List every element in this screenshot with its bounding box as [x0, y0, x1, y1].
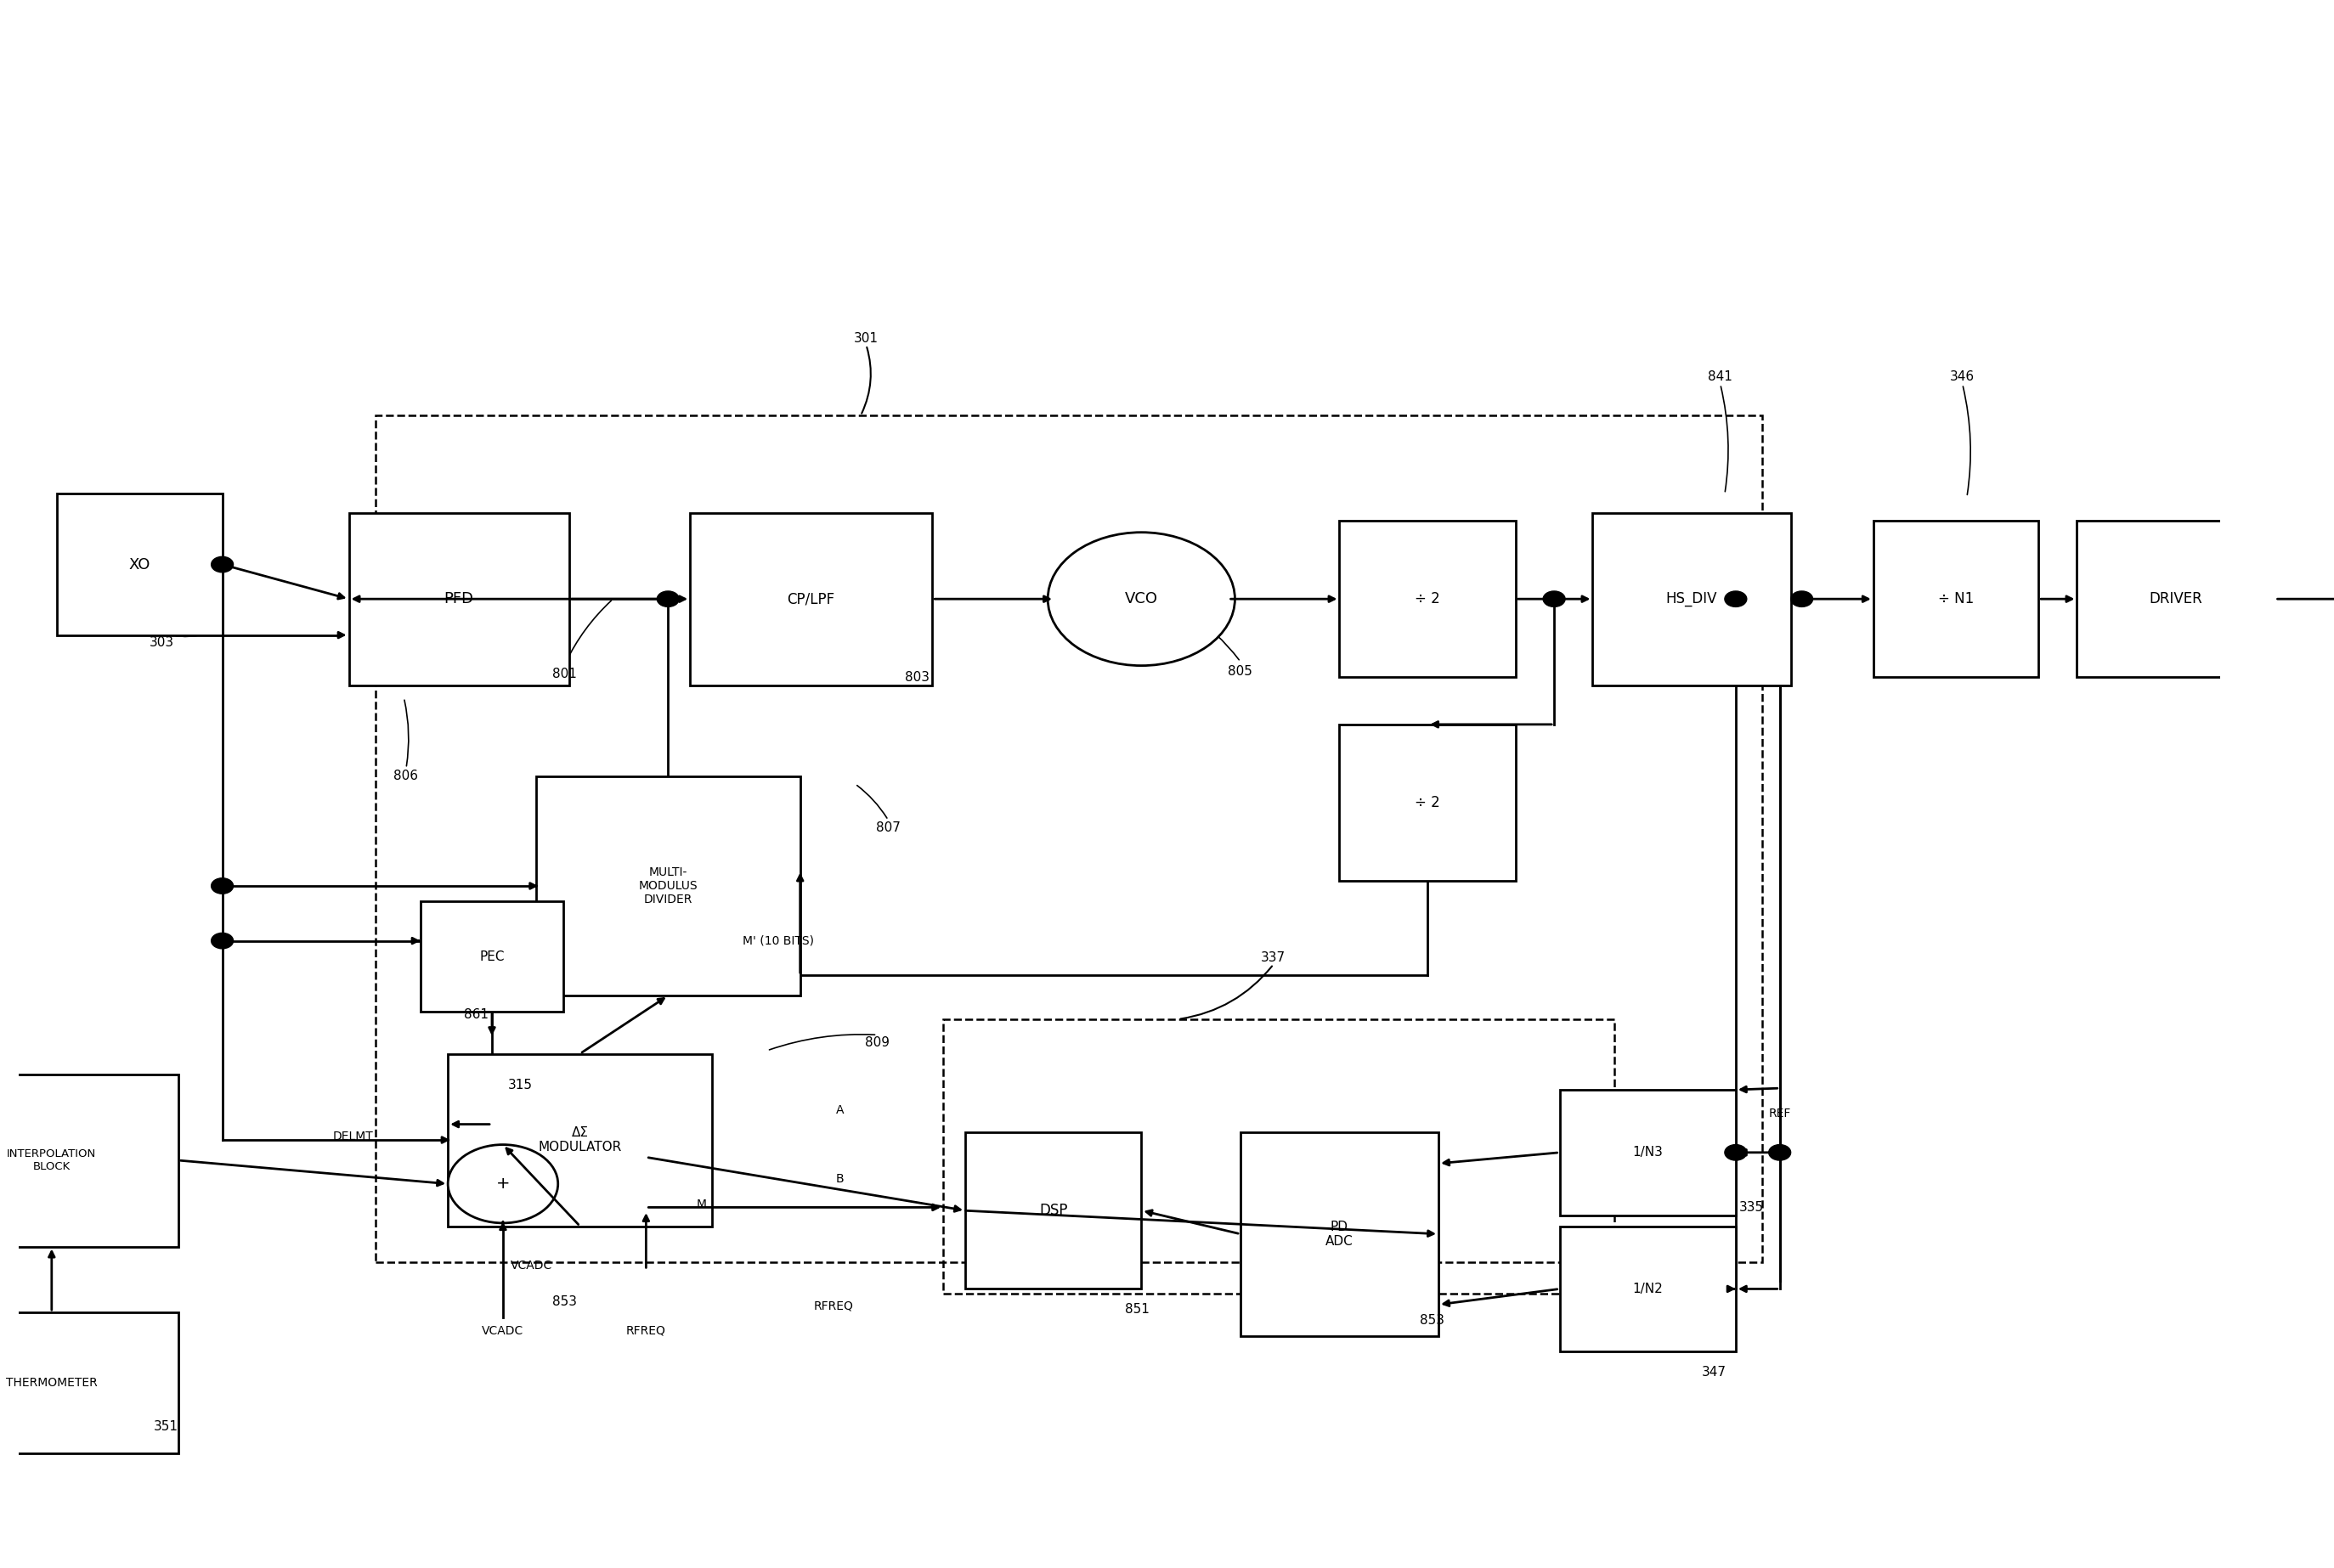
- Circle shape: [1543, 591, 1566, 607]
- Text: 807: 807: [875, 822, 901, 834]
- Circle shape: [1048, 533, 1235, 665]
- Text: VCADC: VCADC: [483, 1325, 523, 1338]
- FancyBboxPatch shape: [1559, 1090, 1736, 1215]
- FancyBboxPatch shape: [2077, 521, 2276, 677]
- Text: 861: 861: [464, 1008, 488, 1021]
- Circle shape: [448, 1145, 558, 1223]
- Text: ÷ 2: ÷ 2: [1414, 795, 1440, 811]
- Text: 335: 335: [1739, 1201, 1765, 1214]
- Text: 315: 315: [509, 1079, 532, 1091]
- FancyBboxPatch shape: [1874, 521, 2038, 677]
- Text: 806: 806: [394, 770, 418, 782]
- FancyBboxPatch shape: [1340, 521, 1515, 677]
- FancyBboxPatch shape: [56, 494, 222, 635]
- FancyBboxPatch shape: [1340, 724, 1515, 881]
- Text: HS_DIV: HS_DIV: [1666, 591, 1718, 607]
- FancyBboxPatch shape: [448, 1054, 712, 1226]
- Circle shape: [212, 878, 233, 894]
- FancyBboxPatch shape: [966, 1132, 1141, 1289]
- Circle shape: [1725, 591, 1746, 607]
- Text: 801: 801: [553, 668, 576, 681]
- Text: DELMT: DELMT: [334, 1131, 373, 1143]
- Text: M: M: [696, 1198, 707, 1210]
- FancyBboxPatch shape: [1592, 513, 1790, 685]
- Text: PFD: PFD: [443, 591, 474, 607]
- Circle shape: [1725, 1145, 1746, 1160]
- Text: 1/N2: 1/N2: [1631, 1283, 1662, 1295]
- Text: RFREQ: RFREQ: [812, 1300, 852, 1312]
- Circle shape: [658, 591, 679, 607]
- Text: 851: 851: [1125, 1303, 1148, 1316]
- FancyBboxPatch shape: [691, 513, 931, 685]
- Text: 805: 805: [1228, 665, 1253, 677]
- Text: INTERPOLATION
BLOCK: INTERPOLATION BLOCK: [7, 1148, 96, 1173]
- Text: M' (10 BITS): M' (10 BITS): [742, 935, 815, 947]
- Text: 303: 303: [149, 637, 175, 649]
- Circle shape: [1790, 591, 1814, 607]
- Text: 841: 841: [1708, 370, 1732, 383]
- Text: PEC: PEC: [478, 950, 504, 963]
- Text: 347: 347: [1701, 1366, 1727, 1378]
- Circle shape: [212, 933, 233, 949]
- Text: RFREQ: RFREQ: [626, 1325, 665, 1338]
- Text: VCO: VCO: [1125, 591, 1158, 607]
- Text: ÷ N1: ÷ N1: [1937, 591, 1975, 607]
- Text: +: +: [495, 1176, 509, 1192]
- FancyBboxPatch shape: [537, 776, 801, 996]
- Text: MULTI-
MODULUS
DIVIDER: MULTI- MODULUS DIVIDER: [640, 866, 698, 906]
- Text: PD
ADC: PD ADC: [1326, 1220, 1354, 1248]
- Circle shape: [1769, 1145, 1790, 1160]
- Text: 351: 351: [154, 1421, 177, 1433]
- Text: A: A: [836, 1104, 845, 1116]
- FancyBboxPatch shape: [0, 1312, 177, 1454]
- FancyBboxPatch shape: [348, 513, 569, 685]
- Text: 853: 853: [553, 1295, 576, 1308]
- Text: CP/LPF: CP/LPF: [787, 591, 836, 607]
- Text: 301: 301: [854, 332, 878, 345]
- Text: 346: 346: [1951, 370, 1975, 383]
- Text: XO: XO: [128, 557, 149, 572]
- Text: REF: REF: [1769, 1107, 1790, 1120]
- Text: 1/N3: 1/N3: [1631, 1146, 1662, 1159]
- FancyBboxPatch shape: [420, 902, 562, 1011]
- Text: 803: 803: [906, 671, 929, 684]
- Text: ÷ 2: ÷ 2: [1414, 591, 1440, 607]
- Text: DRIVER: DRIVER: [2150, 591, 2203, 607]
- Text: 853: 853: [1419, 1314, 1445, 1327]
- Text: B: B: [836, 1173, 845, 1185]
- Text: VCADC: VCADC: [511, 1259, 553, 1272]
- FancyBboxPatch shape: [1559, 1226, 1736, 1352]
- Text: THERMOMETER: THERMOMETER: [7, 1377, 98, 1389]
- Text: ΔΣ
MODULATOR: ΔΣ MODULATOR: [539, 1126, 621, 1154]
- Text: 809: 809: [866, 1036, 889, 1049]
- FancyBboxPatch shape: [1239, 1132, 1438, 1336]
- FancyBboxPatch shape: [0, 1074, 177, 1247]
- Text: DSP: DSP: [1039, 1203, 1067, 1218]
- Circle shape: [212, 557, 233, 572]
- Text: 337: 337: [1260, 952, 1286, 964]
